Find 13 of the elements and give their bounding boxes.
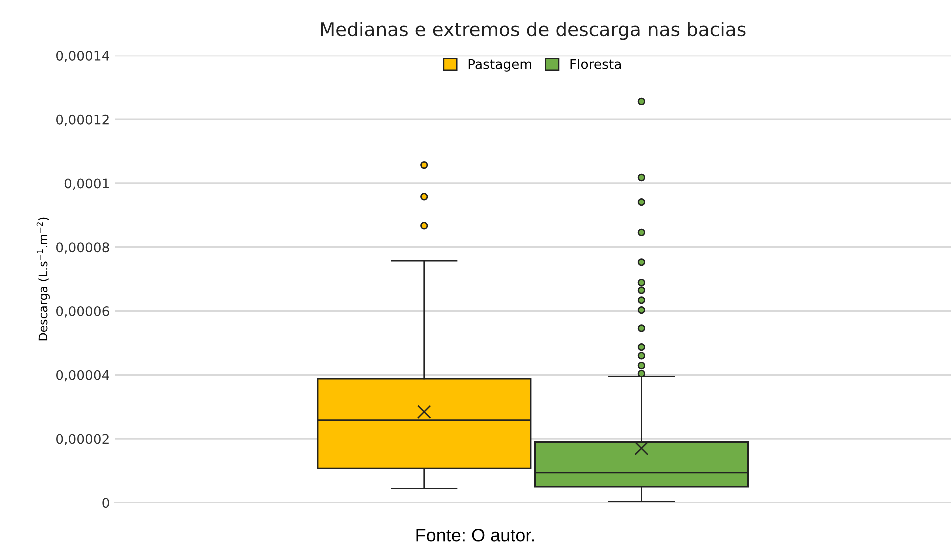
y-axis-title: Descarga (L.s$^{−1}$.m$^{−2}$) — [36, 218, 50, 341]
chart-title: Medianas e extremos de descarga nas bacias — [321, 22, 746, 40]
legend-label: Pastagem — [468, 59, 532, 72]
y-tick-label: 0,0001 — [64, 178, 109, 190]
y-tick-label: 0 — [102, 498, 110, 508]
y-tick-label: 0,00002 — [56, 434, 109, 446]
y-tick-label: 0,00004 — [56, 370, 110, 382]
y-tick-label: 0,00014 — [56, 50, 110, 62]
y-tick-label: 0,00008 — [56, 242, 110, 254]
y-tick-label: 0,00006 — [56, 306, 110, 318]
source-note: Fonte: O autor. — [416, 529, 534, 542]
y-tick-label: 0,00012 — [56, 114, 109, 126]
legend-label: Floresta — [570, 59, 621, 70]
